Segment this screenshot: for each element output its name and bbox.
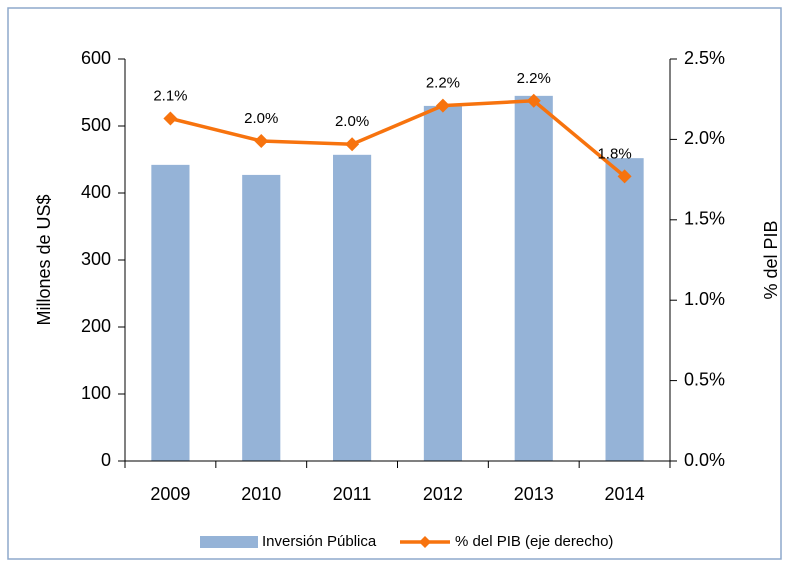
bar bbox=[242, 174, 281, 461]
y2-axis-label: % del PIB bbox=[761, 220, 781, 299]
y-axis-label: Millones de US$ bbox=[34, 194, 54, 325]
data-label: 2.1% bbox=[153, 87, 187, 104]
y2-tick-label: 1.5% bbox=[684, 209, 725, 229]
point bbox=[526, 93, 541, 108]
bar bbox=[333, 154, 372, 461]
y2-tick-label: 1.0% bbox=[684, 289, 725, 309]
data-label: 2.0% bbox=[335, 113, 369, 130]
x-tick-label: 2011 bbox=[333, 484, 372, 504]
y2-tick-label: 0.5% bbox=[684, 369, 725, 389]
bar bbox=[605, 158, 644, 461]
y2-tick-label: 0.0% bbox=[684, 450, 725, 470]
data-label: 2.2% bbox=[426, 75, 460, 92]
y2-tick-label: 2.5% bbox=[684, 48, 725, 68]
chart-border bbox=[7, 7, 782, 560]
y-tick-label: 600 bbox=[81, 48, 111, 68]
bar bbox=[151, 164, 190, 462]
data-label: 2.0% bbox=[244, 110, 278, 127]
bar bbox=[514, 95, 553, 461]
y-tick-label: 300 bbox=[81, 249, 111, 269]
x-tick-label: 2012 bbox=[423, 484, 463, 504]
y-tick-label: 100 bbox=[81, 383, 111, 403]
x-tick-label: 2014 bbox=[605, 484, 645, 504]
x-tick-label: 2013 bbox=[514, 484, 554, 504]
data-label: 1.8% bbox=[597, 145, 631, 162]
x-tick-label: 2009 bbox=[150, 484, 190, 504]
legend-label: Inversión Pública bbox=[262, 533, 377, 550]
y-tick-label: 400 bbox=[81, 182, 111, 202]
point bbox=[345, 137, 360, 152]
data-label: 2.2% bbox=[517, 70, 551, 87]
legend-label: % del PIB (eje derecho) bbox=[455, 533, 613, 550]
y-tick-label: 0 bbox=[101, 450, 111, 470]
point bbox=[617, 169, 632, 184]
point bbox=[435, 98, 450, 113]
y-tick-label: 200 bbox=[81, 316, 111, 336]
y2-tick-label: 2.0% bbox=[684, 128, 725, 148]
legend-marker bbox=[419, 536, 431, 548]
point bbox=[163, 111, 178, 126]
bar bbox=[423, 105, 462, 462]
legend-swatch bbox=[200, 536, 258, 548]
line bbox=[169, 99, 626, 178]
x-tick-label: 2010 bbox=[241, 484, 281, 504]
point bbox=[254, 134, 269, 149]
y-tick-label: 500 bbox=[81, 115, 111, 135]
